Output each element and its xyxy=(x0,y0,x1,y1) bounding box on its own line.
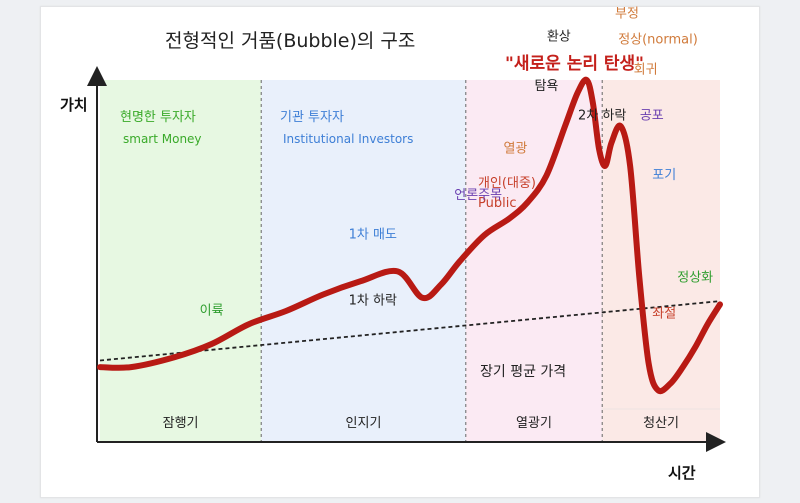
annotation: 열광 xyxy=(503,142,527,157)
group-label: 개인(대중) xyxy=(478,176,536,191)
annotation: 부정 xyxy=(615,6,639,21)
phase-band xyxy=(465,80,603,442)
phase-label: 잠행기 xyxy=(163,415,199,431)
price-line xyxy=(97,76,723,395)
annotation: 1차 매도 xyxy=(349,227,397,242)
phase-label: 청산기 xyxy=(643,416,679,431)
annotation: 포기 xyxy=(652,168,676,183)
annotation: 공포 xyxy=(640,109,664,124)
group-label: 현명한 투자자 xyxy=(120,110,196,125)
phase-band xyxy=(602,80,720,442)
phase-label: 인지기 xyxy=(346,416,382,431)
group-sublabel: Institutional Investors xyxy=(283,132,413,146)
annotation: 회귀 xyxy=(634,62,658,77)
group-sublabel: Public xyxy=(478,196,516,211)
annotation: 정상(normal) xyxy=(618,33,698,48)
trendline-label: 장기 평균 가격 xyxy=(480,364,566,380)
annotation: 이륙 xyxy=(200,303,224,318)
phase-label: 열광기 xyxy=(516,416,552,431)
phase-band xyxy=(261,80,466,442)
annotation: 언론주목 xyxy=(454,188,502,203)
annotation: 탐욕 xyxy=(534,79,558,94)
chart-title: 전형적인 거품(Bubble)의 구조 xyxy=(165,30,415,52)
annotation: 좌절 xyxy=(652,307,676,322)
phase-band xyxy=(100,80,262,442)
group-label: 기관 투자자 xyxy=(280,110,344,125)
trendline xyxy=(99,300,721,362)
group-sublabel: smart Money xyxy=(123,132,202,146)
annotation: 2차 하락 xyxy=(578,109,626,124)
annotation: 환상 xyxy=(547,29,571,44)
x-axis-label: 시간 xyxy=(668,464,696,482)
y-axis-label: 가치 xyxy=(60,96,88,114)
annotation: 1차 하락 xyxy=(349,293,397,308)
chart-headline: "새로운 논리 탄생" xyxy=(505,54,644,74)
annotation: 정상화 xyxy=(677,270,713,285)
